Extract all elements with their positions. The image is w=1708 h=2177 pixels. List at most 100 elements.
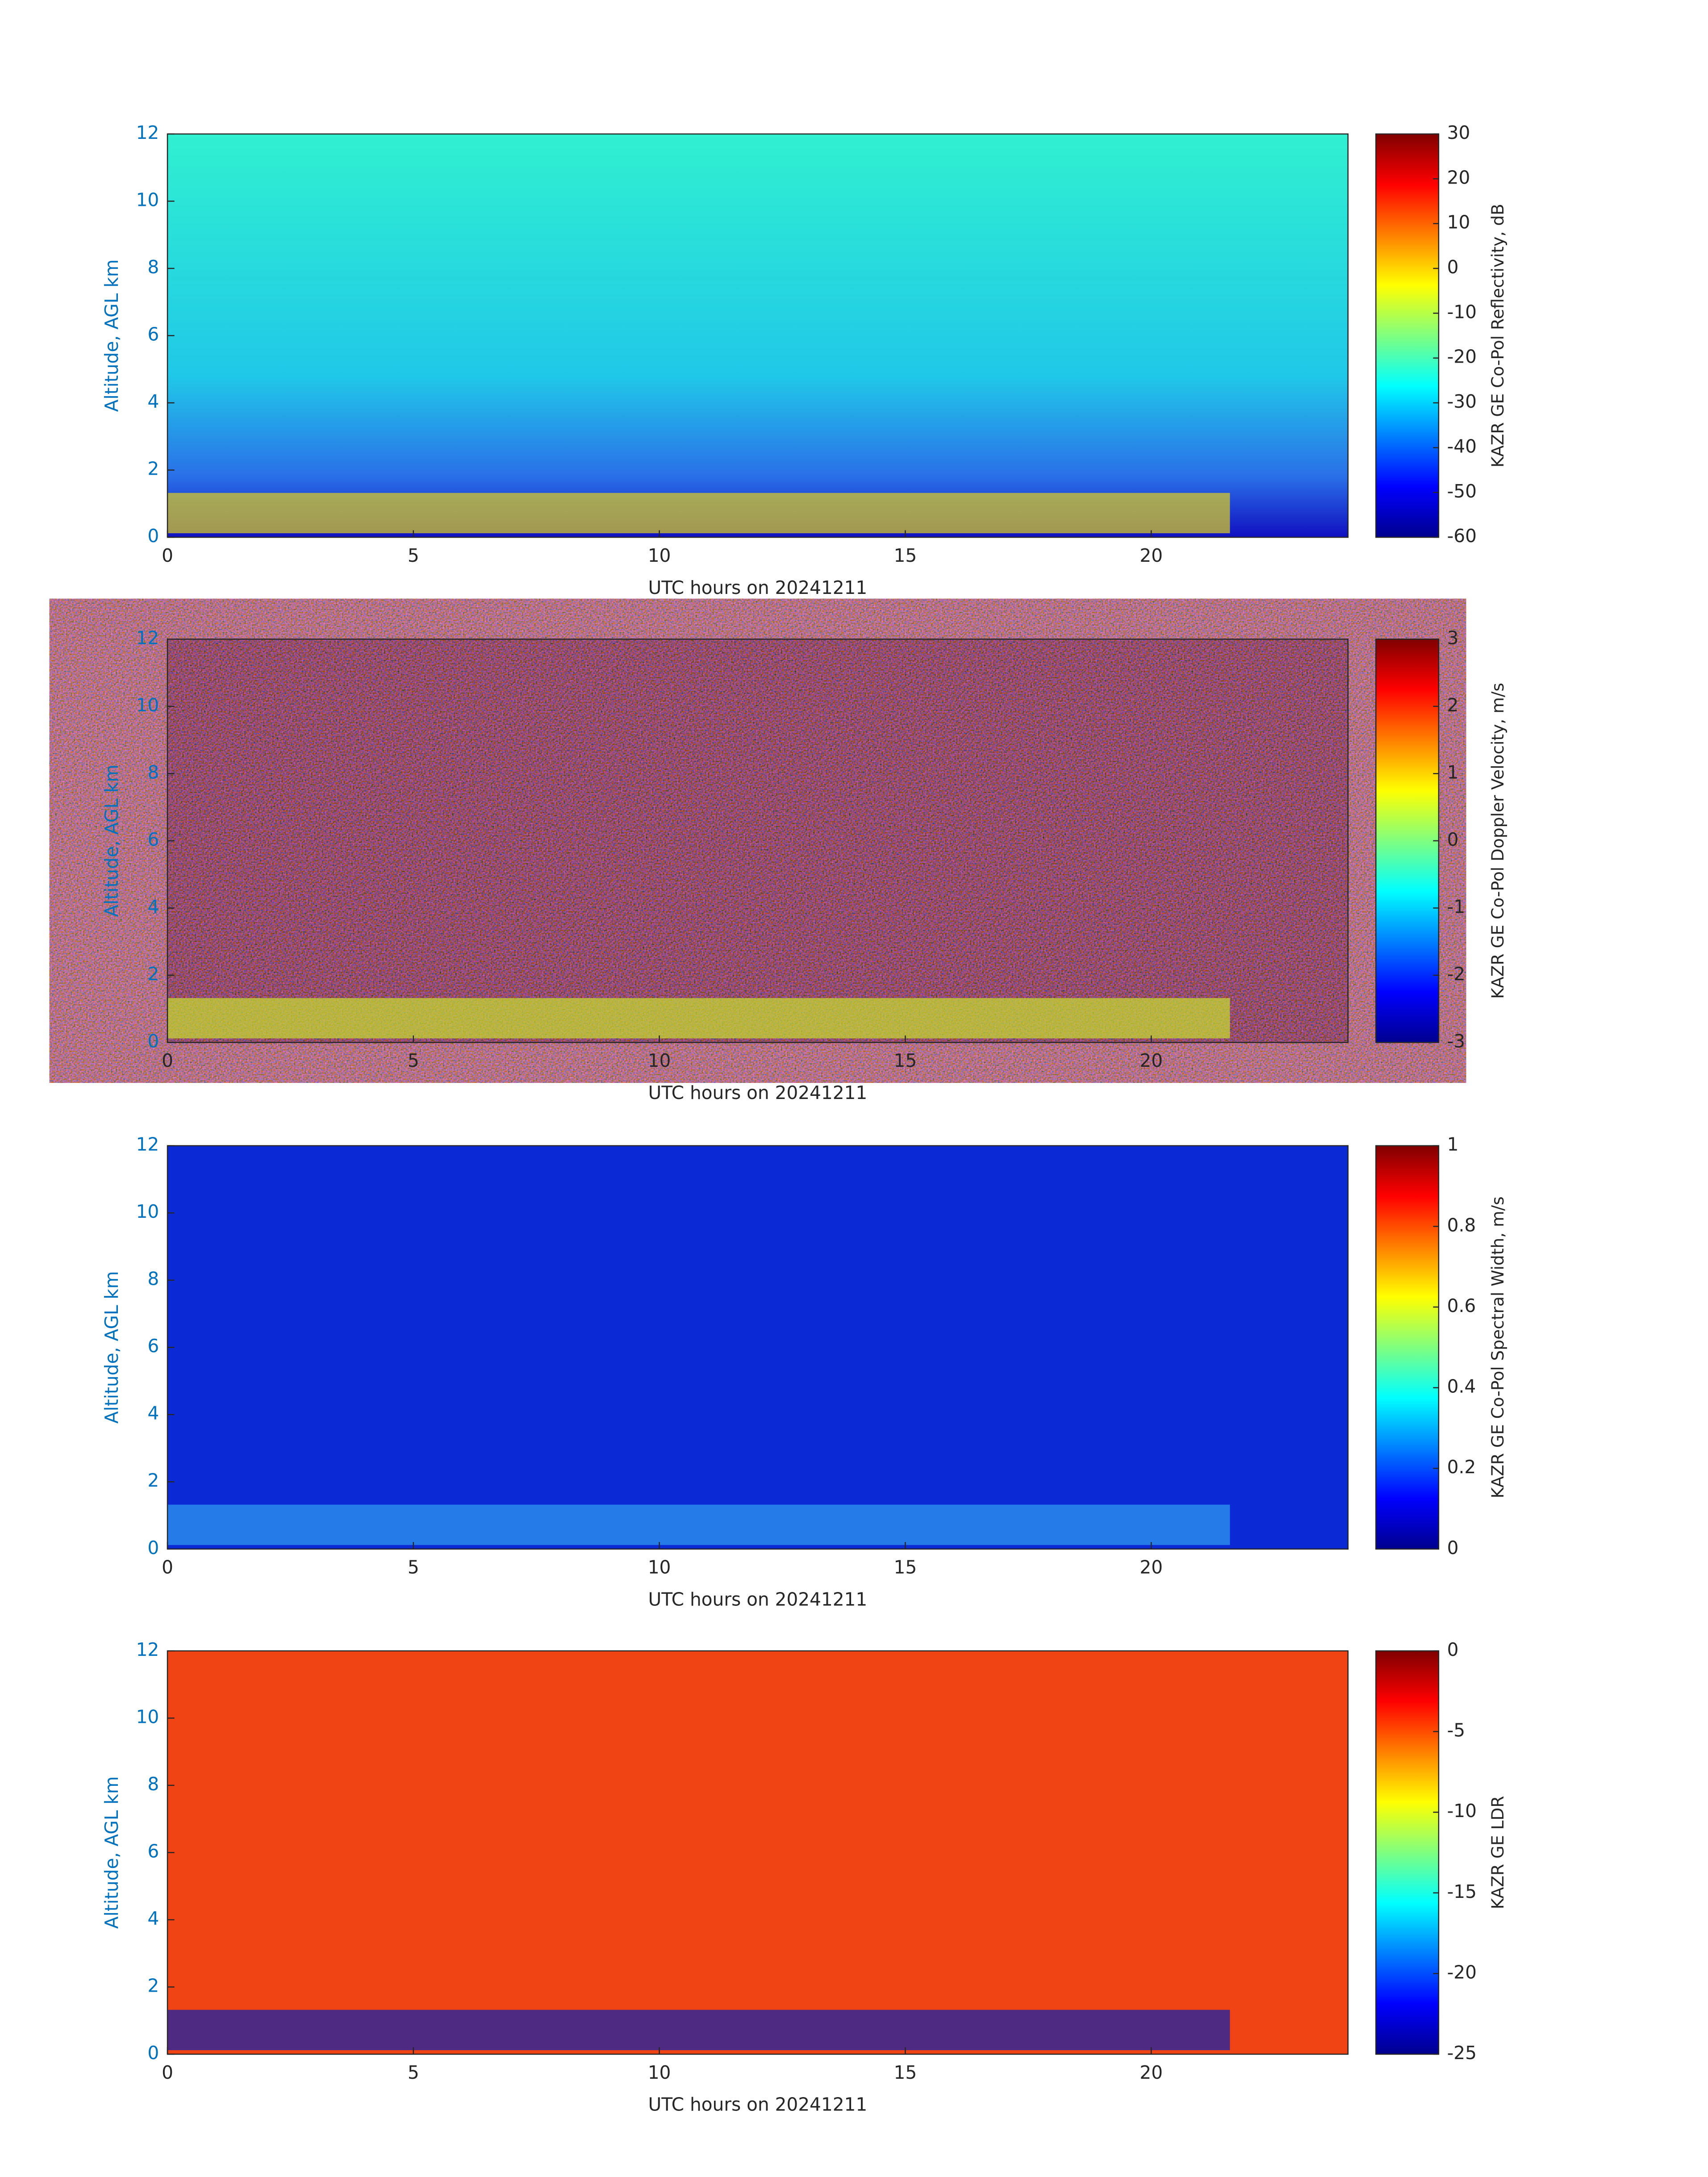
low-cloud-layer — [167, 2010, 1230, 2050]
x-axis-label: UTC hours on 20241211 — [648, 577, 868, 598]
colorbar-tick-label: -10 — [1447, 1800, 1477, 1822]
y-tick-label: 6 — [147, 1335, 159, 1357]
y-tick-label: 2 — [147, 1975, 159, 1996]
colorbar-tick-label: 0.4 — [1447, 1375, 1476, 1397]
y-tick-label: 12 — [136, 627, 159, 648]
colorbar — [1376, 1145, 1439, 1549]
colorbar-label: KAZR GE Co-Pol Reflectivity, dB — [1488, 204, 1508, 468]
x-tick-label: 10 — [648, 545, 671, 566]
plot-background — [167, 134, 1348, 538]
x-tick-label: 0 — [162, 545, 173, 566]
plot-background — [167, 1651, 1348, 2054]
y-tick-label: 10 — [136, 189, 159, 211]
colorbar-frame — [1375, 1650, 1440, 2055]
y-tick-label: 6 — [147, 829, 159, 850]
y-tick-label: 10 — [136, 694, 159, 716]
x-tick-label: 0 — [162, 1557, 173, 1578]
y-tick-label: 4 — [147, 1403, 159, 1424]
x-axis-label: UTC hours on 20241211 — [648, 1082, 868, 1103]
colorbar-tick-label: 0 — [1447, 1639, 1459, 1660]
y-tick-label: 12 — [136, 1639, 159, 1660]
colorbar-label: KAZR GE LDR — [1488, 1796, 1508, 1910]
colorbar-frame — [1375, 133, 1440, 538]
colorbar-tick-label: 1 — [1447, 1134, 1459, 1155]
colorbar-tick-label: -20 — [1447, 346, 1477, 368]
colorbar-tick-label: -1 — [1447, 896, 1466, 917]
y-tick-label: 8 — [147, 1268, 159, 1290]
x-tick-label: 5 — [408, 545, 419, 566]
colorbar-tick-label: -30 — [1447, 391, 1477, 412]
y-tick-label: 12 — [136, 122, 159, 143]
x-tick-label: 10 — [648, 2062, 671, 2083]
x-tick-label: 20 — [1140, 545, 1163, 566]
colorbar-tick-label: -3 — [1447, 1030, 1466, 1052]
x-tick-label: 0 — [162, 2062, 173, 2083]
colorbar-tick-label: 3 — [1447, 627, 1459, 648]
x-tick-label: 15 — [894, 2062, 917, 2083]
colorbar — [1376, 134, 1439, 538]
x-tick-label: 5 — [408, 1557, 419, 1578]
y-tick-label: 4 — [147, 391, 159, 412]
colorbar-tick-label: 2 — [1447, 694, 1459, 716]
y-tick-label: 2 — [147, 458, 159, 480]
colorbar-tick-label: 1 — [1447, 761, 1459, 783]
colorbar-label: KAZR GE Co-Pol Spectral Width, m/s — [1488, 1196, 1508, 1498]
y-tick-label: 12 — [136, 1134, 159, 1155]
y-tick-label: 8 — [147, 1773, 159, 1795]
plot-background — [167, 1145, 1348, 1549]
x-tick-label: 10 — [648, 1557, 671, 1578]
colorbar-frame — [1375, 1145, 1440, 1550]
y-tick-label: 2 — [147, 963, 159, 985]
y-tick-label: 10 — [136, 1706, 159, 1727]
colorbar-tick-label: 30 — [1447, 122, 1470, 143]
colorbar-tick-label: 0.2 — [1447, 1456, 1476, 1478]
colorbar-tick-label: -5 — [1447, 1720, 1466, 1741]
colorbar — [1376, 639, 1439, 1043]
x-tick-label: 15 — [894, 545, 917, 566]
y-tick-label: 2 — [147, 1470, 159, 1491]
y-tick-label: 0 — [147, 2042, 159, 2064]
y-tick-label: 10 — [136, 1201, 159, 1222]
y-tick-label: 4 — [147, 896, 159, 917]
x-tick-label: 20 — [1140, 2062, 1163, 2083]
noise-texture — [167, 639, 1348, 1043]
colorbar-label: KAZR GE Co-Pol Doppler Velocity, m/s — [1488, 683, 1508, 999]
colorbar-tick-label: 10 — [1447, 212, 1470, 233]
y-tick-label: 4 — [147, 1908, 159, 1929]
x-axis-label: UTC hours on 20241211 — [648, 2094, 868, 2115]
colorbar-tick-label: -40 — [1447, 435, 1477, 457]
low-cloud-layer — [167, 493, 1230, 534]
y-tick-label: 8 — [147, 761, 159, 783]
x-tick-label: 20 — [1140, 1557, 1163, 1578]
x-tick-label: 0 — [162, 1050, 173, 1071]
colorbar-tick-label: 0 — [1447, 1537, 1459, 1559]
colorbar-tick-label: 0 — [1447, 829, 1459, 850]
colorbar-tick-label: 0.6 — [1447, 1295, 1476, 1316]
low-cloud-layer — [167, 998, 1230, 1039]
x-tick-label: 10 — [648, 1050, 671, 1071]
x-tick-label: 5 — [408, 2062, 419, 2083]
y-axis-label: Altitude, AGL km — [101, 1776, 122, 1929]
y-tick-label: 6 — [147, 324, 159, 345]
colorbar-tick-label: -10 — [1447, 301, 1477, 322]
colorbar-tick-label: -15 — [1447, 1881, 1477, 1902]
colorbar-tick-label: -2 — [1447, 963, 1466, 985]
y-tick-label: 8 — [147, 256, 159, 278]
x-tick-label: 15 — [894, 1050, 917, 1071]
colorbar-tick-label: -20 — [1447, 1961, 1477, 1983]
y-axis-label: Altitude, AGL km — [101, 259, 122, 412]
y-axis-label: Altitude, AGL km — [101, 765, 122, 917]
x-tick-label: 15 — [894, 1557, 917, 1578]
colorbar-tick-label: -50 — [1447, 481, 1477, 502]
x-tick-label: 20 — [1140, 1050, 1163, 1071]
y-tick-label: 0 — [147, 1030, 159, 1052]
colorbar — [1376, 1651, 1439, 2054]
x-axis-label: UTC hours on 20241211 — [648, 1588, 868, 1610]
colorbar-tick-label: 0 — [1447, 256, 1459, 278]
x-tick-label: 5 — [408, 1050, 419, 1071]
colorbar-tick-label: 20 — [1447, 167, 1470, 188]
colorbar-tick-label: -60 — [1447, 525, 1477, 547]
y-tick-label: 0 — [147, 1537, 159, 1559]
colorbar-tick-label: -25 — [1447, 2042, 1477, 2064]
